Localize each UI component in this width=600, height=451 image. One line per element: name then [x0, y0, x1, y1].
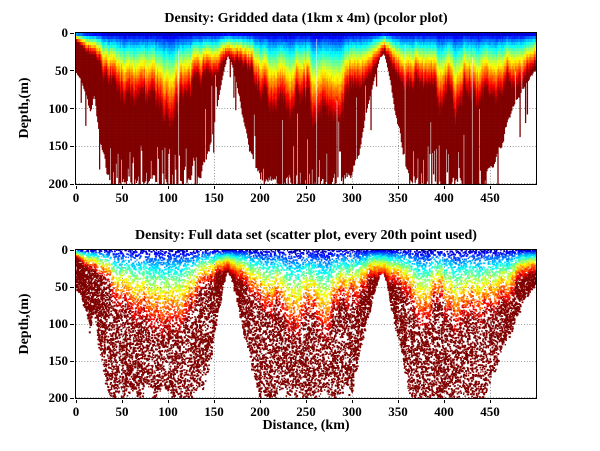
x-tick: [167, 400, 169, 403]
scatter-plot: [75, 249, 536, 398]
y-tick-label: 50: [55, 62, 68, 78]
x-tick-label: 350: [388, 190, 408, 205]
x-tick: [305, 400, 307, 403]
y-tick-label: 0: [61, 242, 69, 257]
x-tick-label: 150: [204, 404, 224, 419]
y-tick-label: 200: [48, 176, 69, 191]
x-tick-label: 100: [158, 190, 178, 205]
x-tick-label: 100: [158, 404, 178, 419]
y-tick-label: 100: [48, 100, 69, 116]
x-tick-label: 300: [342, 190, 362, 205]
x-tick: [75, 186, 77, 189]
y-tick-label: 50: [55, 279, 68, 294]
x-tick-label: 350: [388, 404, 408, 419]
x-tick: [443, 400, 445, 403]
x-tick: [489, 400, 491, 403]
x-tick-label: 50: [115, 404, 129, 419]
x-tick-label: 250: [296, 404, 316, 419]
y-tick: [70, 70, 74, 72]
x-tick-label: 450: [480, 404, 500, 419]
x-tick-label: 250: [296, 190, 316, 205]
x-tick-label: 50: [115, 190, 129, 205]
y-tick: [70, 323, 74, 325]
y-tick: [70, 286, 74, 288]
y-tick: [70, 183, 74, 185]
pcolor-plot-area: [74, 31, 537, 185]
x-tick: [121, 186, 123, 189]
x-tick: [351, 186, 353, 189]
pcolor-title: Density: Gridded data (1km x 4m) (pcolor…: [164, 11, 448, 26]
x-tick: [213, 400, 215, 403]
x-tick-label: 400: [434, 190, 454, 205]
x-tick: [121, 400, 123, 403]
y-tick-label: 0: [61, 25, 69, 40]
x-tick-label: 150: [204, 190, 224, 205]
y-tick-label: 150: [48, 138, 69, 154]
x-tick-label: 200: [250, 190, 270, 205]
x-tick: [397, 400, 399, 403]
x-tick-label: 0: [72, 190, 80, 205]
x-tick: [351, 400, 353, 403]
x-axis-label: Distance, (km): [262, 418, 350, 433]
scatter-plot-area: [74, 248, 537, 399]
x-tick: [259, 186, 261, 189]
y-tick-label: 150: [48, 353, 69, 368]
x-tick-label: 0: [72, 404, 80, 419]
y-tick: [70, 145, 74, 147]
x-tick: [443, 186, 445, 189]
y-tick: [70, 397, 74, 399]
x-tick-label: 400: [434, 404, 454, 419]
y-tick: [70, 108, 74, 109]
pcolor-plot: [75, 32, 536, 184]
x-tick: [397, 186, 399, 189]
x-tick-label: 300: [342, 404, 362, 419]
x-tick-label: 450: [480, 190, 500, 205]
y-tick: [70, 360, 74, 362]
y-tick: [70, 249, 74, 251]
x-tick: [305, 186, 307, 189]
x-tick-label: 200: [250, 404, 270, 419]
x-tick: [259, 400, 261, 403]
x-tick: [489, 186, 491, 189]
y-tick: [70, 32, 74, 34]
x-tick: [75, 400, 77, 403]
y-tick-label: 100: [48, 316, 69, 331]
x-tick: [167, 186, 169, 189]
x-tick: [213, 186, 215, 189]
scatter-title: Density: Full data set (scatter plot, ev…: [135, 228, 477, 243]
y-tick-label: 200: [48, 390, 69, 405]
